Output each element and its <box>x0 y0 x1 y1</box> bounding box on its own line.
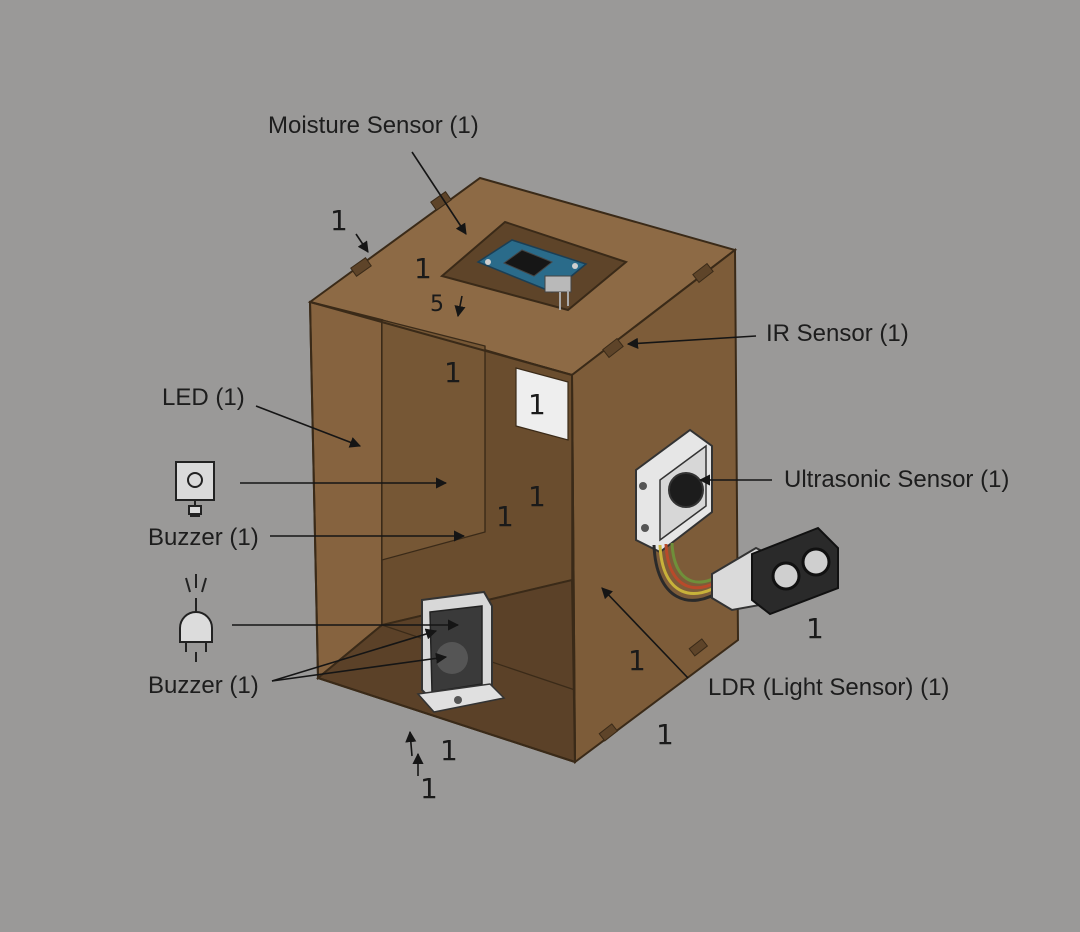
label-ir-sensor: IR Sensor (1) <box>766 320 909 347</box>
annotation-number: 1 <box>628 644 646 677</box>
arrow-annot-top <box>454 295 466 318</box>
ldr-sensor-module <box>711 526 839 616</box>
ultrasonic-sensor <box>635 428 713 554</box>
arrow-ldr <box>601 587 689 679</box>
buzzer-bracket <box>416 590 506 713</box>
arrow-annot-bottom-a <box>405 730 417 757</box>
label-led: LED (1) <box>162 384 245 411</box>
box-inner-divider <box>381 319 486 561</box>
arrow-buzzer-bottom-b <box>271 652 448 682</box>
annotation-number: 1 <box>656 718 674 751</box>
annotation-number: 1 <box>330 204 348 237</box>
label-moisture-sensor: Moisture Sensor (1) <box>268 112 479 139</box>
label-buzzer-bottom: Buzzer (1) <box>148 672 259 699</box>
annotation-number: 5 <box>430 292 444 317</box>
moisture-sensor-board <box>476 239 588 310</box>
annotation-number: 1 <box>444 356 462 389</box>
annotation-number: 1 <box>528 480 546 513</box>
ir-window-cutout <box>515 367 569 441</box>
buzzer-symbol <box>175 461 215 517</box>
arrow-annot-topleft <box>355 233 369 253</box>
label-buzzer-top: Buzzer (1) <box>148 524 259 551</box>
arrow-buzzer-bottom-a <box>271 628 438 682</box>
arrow-moisture <box>411 151 467 235</box>
arrow-led <box>255 405 362 448</box>
annotation-number: 1 <box>420 772 438 805</box>
bulb-symbol <box>179 574 213 662</box>
arrow-ir <box>626 335 757 349</box>
annotation-number: 1 <box>806 612 824 645</box>
label-ldr-sensor: LDR (Light Sensor) (1) <box>708 674 950 701</box>
annotation-number: 1 <box>496 500 514 533</box>
annotation-number: 1 <box>440 734 458 767</box>
label-ultrasonic-sensor: Ultrasonic Sensor (1) <box>784 466 1010 493</box>
annotation-number: 1 <box>528 388 546 421</box>
annotation-number: 1 <box>414 252 432 285</box>
leader-lines <box>232 151 772 776</box>
box-left-panel <box>308 300 383 681</box>
